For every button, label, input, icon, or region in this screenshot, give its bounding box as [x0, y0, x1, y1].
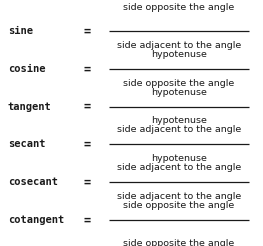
Text: side adjacent to the angle: side adjacent to the angle — [117, 163, 241, 172]
Text: side opposite the angle: side opposite the angle — [123, 79, 235, 88]
Text: =: = — [83, 25, 90, 38]
Text: cotangent: cotangent — [8, 215, 64, 225]
Text: cosine: cosine — [8, 64, 45, 74]
Text: =: = — [83, 176, 90, 188]
Text: side adjacent to the angle: side adjacent to the angle — [117, 125, 241, 135]
Text: tangent: tangent — [8, 102, 52, 112]
Text: secant: secant — [8, 139, 45, 149]
Text: =: = — [83, 138, 90, 151]
Text: side adjacent to the angle: side adjacent to the angle — [117, 41, 241, 50]
Text: =: = — [83, 100, 90, 113]
Text: =: = — [83, 213, 90, 226]
Text: cosecant: cosecant — [8, 177, 58, 187]
Text: side opposite the angle: side opposite the angle — [123, 3, 235, 12]
Text: hypotenuse: hypotenuse — [151, 88, 207, 97]
Text: side adjacent to the angle: side adjacent to the angle — [117, 192, 241, 201]
Text: =: = — [83, 62, 90, 75]
Text: side opposite the angle: side opposite the angle — [123, 201, 235, 210]
Text: hypotenuse: hypotenuse — [151, 50, 207, 59]
Text: sine: sine — [8, 26, 33, 36]
Text: hypotenuse: hypotenuse — [151, 154, 207, 163]
Text: hypotenuse: hypotenuse — [151, 116, 207, 125]
Text: side opposite the angle: side opposite the angle — [123, 239, 235, 246]
